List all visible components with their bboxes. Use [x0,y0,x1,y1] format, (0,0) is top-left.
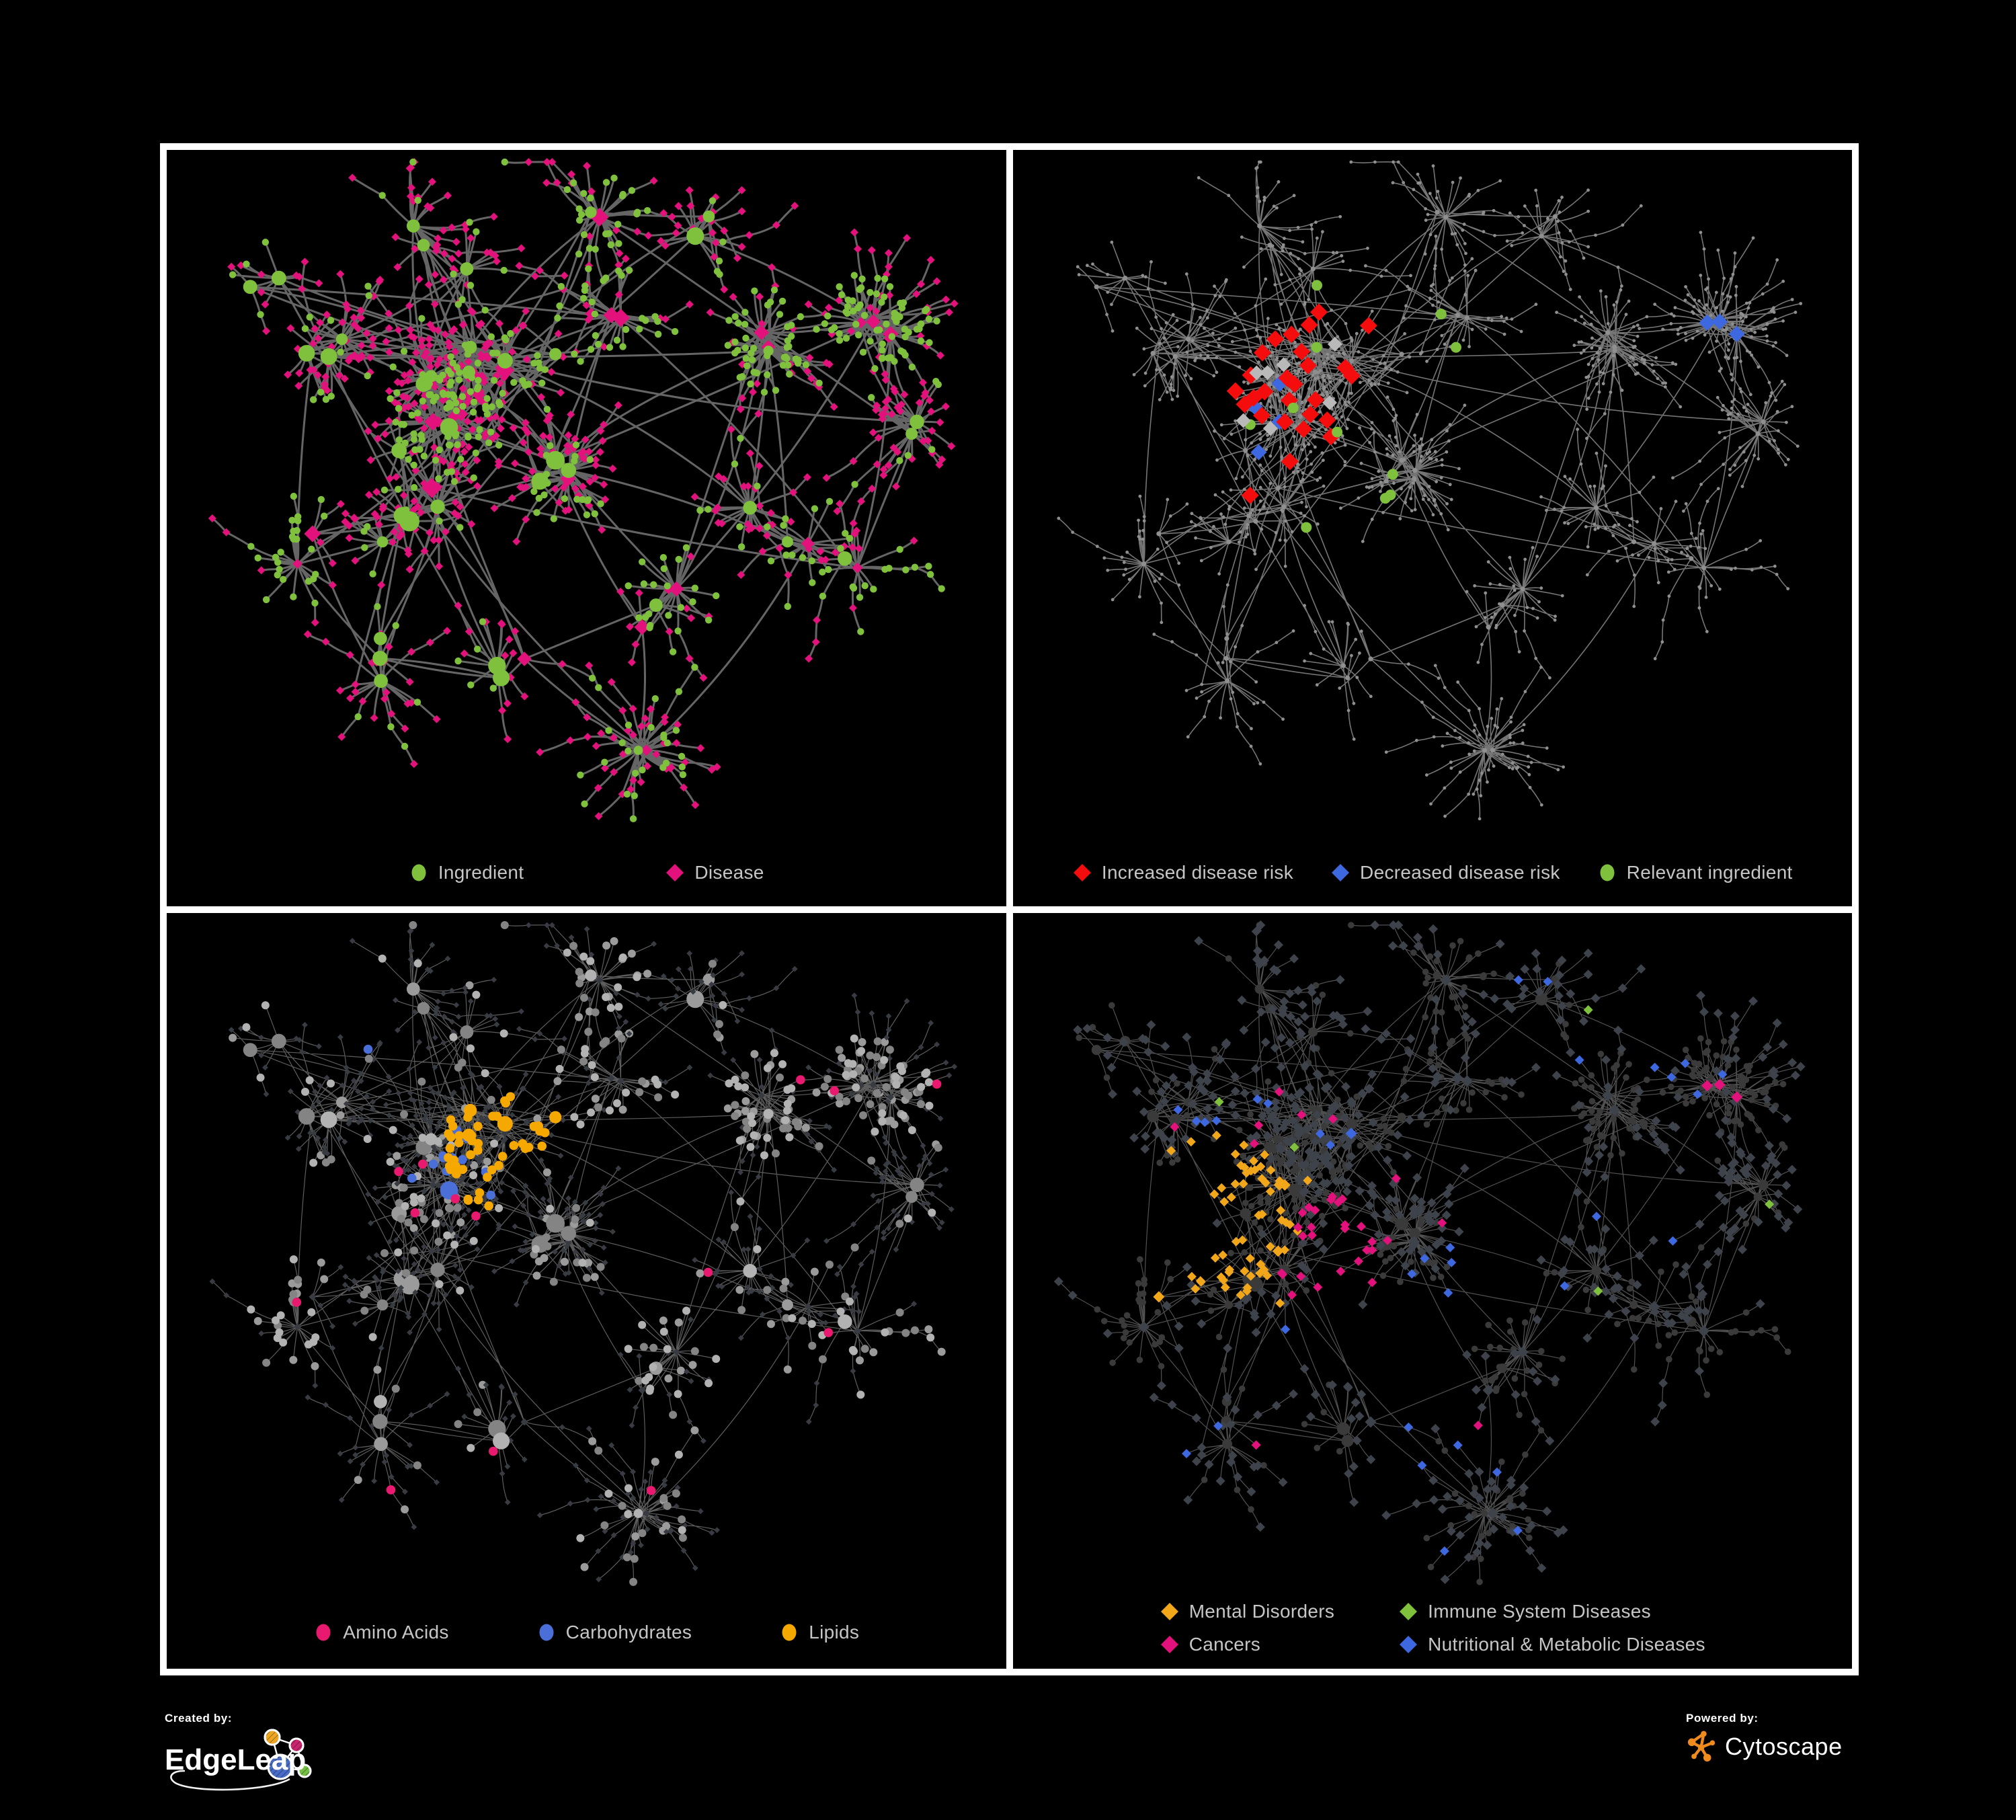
graph-edges [212,924,955,1582]
graph-nodes [243,920,942,1586]
graph-nodes [1152,1130,1312,1308]
edgeleap-graph-nodes [264,1729,312,1780]
network-disease-risk [1056,160,1802,821]
graph-nodes [208,158,959,821]
graph-nodes [1075,921,1791,1585]
panel-ingredient-disease: Ingredient Disease [167,150,1006,906]
graph-nodes [363,1044,495,1199]
edgeleap-logo: EdgeLeap [165,1729,312,1791]
graph-edges [211,161,955,819]
graph-edges [1057,161,1801,819]
powered-by-block: Powered by: [1686,1712,1843,1764]
powered-by-label: Powered by: [1686,1712,1759,1725]
panel-nutrient-classes: Amino Acids Carbohydrates Lipids [167,912,1006,1669]
graph-nodes [1053,920,1806,1584]
created-by-label: Created by: [165,1712,233,1725]
cytoscape-icon [1687,1731,1716,1762]
panel-grid: Ingredient Disease Increased disease risk… [160,143,1859,1675]
cytoscape-wordmark: Cytoscape [1725,1733,1843,1760]
edgeleap-wordmark: EdgeLeap [165,1743,306,1776]
graph-nodes [229,158,945,823]
network-disease-categories [1053,920,1806,1585]
graph-nodes [1226,303,1377,504]
panel-disease-categories: Mental Disorders Immune System Diseases Ca… [1012,912,1852,1669]
network-nutrient-classes [209,920,958,1586]
graph-nodes [242,948,936,1542]
network-ingredient-disease [208,158,959,823]
edgeleap-swoosh-line [170,1770,290,1791]
graph-nodes [1172,974,1727,1556]
graph-nodes [1244,280,1461,533]
graph-nodes [1236,336,1342,436]
created-by-block: Created by: [165,1712,346,1792]
panel-disease-risk: Increased disease risk Decreased disease … [1012,150,1852,906]
